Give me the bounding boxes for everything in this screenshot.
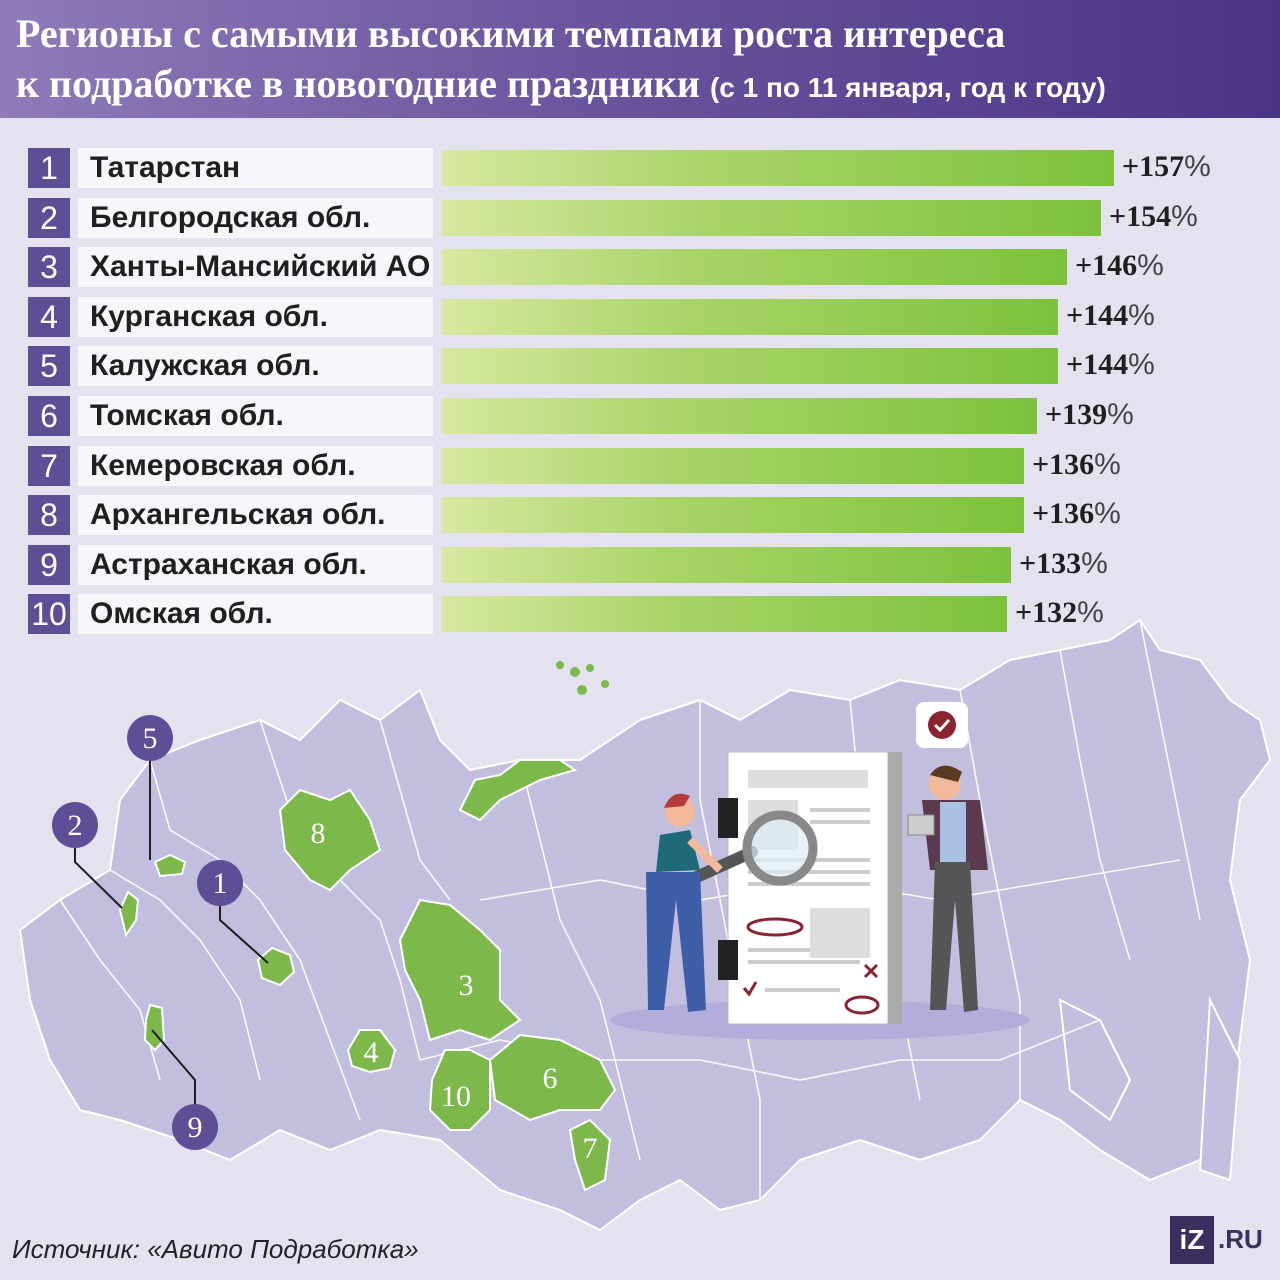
check-icon [916,702,968,748]
svg-text:2: 2 [68,809,83,842]
value-number: +132 [1015,596,1078,629]
rank-badge: 5 [28,346,70,386]
value-unit: % [1137,249,1164,282]
callout-5 [127,715,173,761]
title-main: к подработке в новогодние праздники [16,61,700,106]
region-3 [398,898,522,1042]
header-banner: Регионы с самыми высокими темпами роста … [0,0,1280,118]
bar [442,547,1011,583]
title-line1: Регионы с самыми высокими темпами роста … [16,11,1006,56]
value-label: +133% [1019,547,1108,581]
bar [442,200,1101,236]
map-label-10: 10 [441,1080,471,1113]
region-4 [346,1029,397,1074]
rank-badge: 2 [28,198,70,238]
svg-text:1: 1 [213,867,228,900]
region-name: Кемеровская обл. [78,446,433,486]
region-name: Курганская обл. [78,297,433,337]
region-name: Ханты-Мансийский АО [78,247,433,287]
value-unit: % [1107,398,1134,431]
region-name: Калужская обл. [78,346,433,386]
bar [442,348,1058,384]
value-number: +144 [1066,348,1129,381]
region-5 [153,853,187,878]
value-number: +139 [1045,398,1108,431]
value-unit: % [1171,200,1198,233]
source-note: Источник: «Авито Подработка» [12,1234,419,1264]
value-unit: % [1094,448,1121,481]
bar [442,299,1058,335]
value-unit: % [1081,547,1108,580]
region-name: Архангельская обл. [78,495,433,535]
bar [442,596,1007,632]
bar [442,150,1114,186]
rank-badge: 3 [28,247,70,287]
value-label: +132% [1015,596,1104,630]
value-number: +154 [1109,200,1172,233]
title-line2: к подработке в новогодние праздники (с 1… [16,60,1106,107]
value-label: +144% [1066,348,1155,382]
logo-iz: iZ [1170,1216,1214,1264]
region-9 [143,1003,166,1052]
bar-chart: 1 Татарстан +157% 2 Белгородская обл. +154% 3 Х… [28,148,1211,634]
rank-badge: 8 [28,495,70,535]
value-number: +146 [1075,249,1138,282]
value-number: +133 [1019,547,1082,580]
value-label: +154% [1109,200,1198,234]
value-unit: % [1077,596,1104,629]
svg-text:9: 9 [188,1111,203,1144]
bar [442,398,1037,434]
value-number: +144 [1066,299,1129,332]
rank-badge: 1 [28,148,70,188]
rank-badge: 9 [28,545,70,585]
rank-badge: 6 [28,396,70,436]
value-label: +136% [1032,497,1121,531]
region-7 [568,1118,612,1192]
value-number: +136 [1032,448,1095,481]
region-2 [118,890,140,938]
bar [442,448,1024,484]
value-label: +136% [1032,448,1121,482]
map-label-4: 4 [364,1036,379,1069]
value-label: +144% [1066,299,1155,333]
map-label-6: 6 [543,1062,558,1095]
value-number: +136 [1032,497,1095,530]
region-name: Астраханская обл. [78,545,433,585]
value-label: +146% [1075,249,1164,283]
region-name: Томская обл. [78,396,433,436]
rank-badge: 7 [28,446,70,486]
value-unit: % [1094,497,1121,530]
callout-1 [197,860,243,906]
map-label-7: 7 [583,1132,598,1165]
region-6 [488,1033,617,1122]
region-1 [256,946,296,987]
island [458,759,578,822]
bar [442,249,1067,285]
region-8 [278,788,382,892]
value-unit: % [1184,150,1211,183]
rank-badge: 4 [28,297,70,337]
callout-9 [172,1104,218,1150]
value-label: +157% [1122,150,1211,184]
man-figure [907,765,988,1012]
svg-text:5: 5 [143,722,158,755]
region-10 [428,1049,491,1131]
woman-figure [646,793,723,1012]
document-illustration [718,751,902,1025]
value-unit: % [1128,299,1155,332]
value-unit: % [1128,348,1155,381]
rank-badge: 10 [28,594,70,634]
logo-ru: .RU [1218,1224,1263,1254]
map-label-8: 8 [311,817,326,850]
bar [442,497,1024,533]
value-number: +157 [1122,150,1185,183]
region-name: Омская обл. [78,594,433,634]
map-label-3: 3 [459,969,474,1002]
callout-2 [52,802,98,848]
region-name: Белгородская обл. [78,198,433,238]
title-subtitle: (с 1 по 11 января, год к году) [709,72,1106,103]
region-name: Татарстан [78,148,433,188]
value-label: +139% [1045,398,1134,432]
